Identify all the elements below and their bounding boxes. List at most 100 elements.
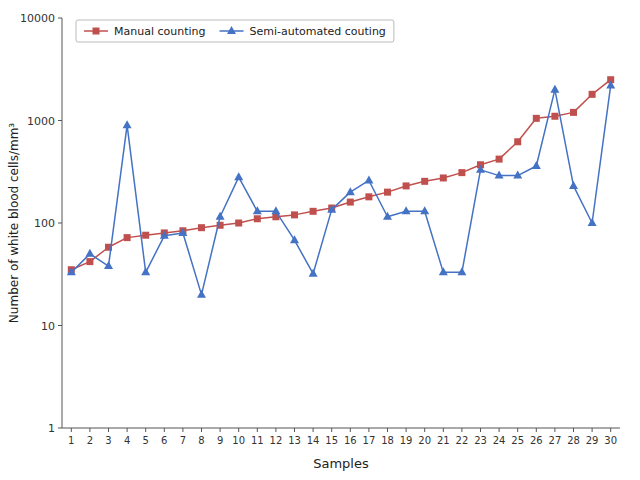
x-tick <box>517 428 518 432</box>
x-tick <box>164 428 165 432</box>
data-point <box>403 182 410 189</box>
x-tick-label: 1 <box>68 435 74 446</box>
x-tick-label: 26 <box>530 435 543 446</box>
x-tick <box>406 428 407 432</box>
data-point <box>495 171 504 179</box>
y-tick <box>58 325 62 326</box>
data-point <box>606 80 615 88</box>
x-tick <box>368 428 369 432</box>
x-tick <box>536 428 537 432</box>
data-point <box>551 113 558 120</box>
data-point <box>290 235 299 243</box>
data-point <box>123 120 132 128</box>
data-point <box>476 165 485 173</box>
data-point <box>271 206 280 214</box>
data-point <box>513 171 522 179</box>
x-tick-label: 9 <box>217 435 223 446</box>
data-point <box>402 206 411 214</box>
x-tick-label: 15 <box>325 435 338 446</box>
x-axis-label: Samples <box>313 456 369 471</box>
data-point <box>85 249 94 257</box>
plot-area <box>67 76 615 297</box>
data-point <box>440 174 447 181</box>
data-point <box>383 212 392 220</box>
legend-marker <box>93 28 100 35</box>
data-point <box>124 234 131 241</box>
series-line <box>71 80 610 270</box>
x-tick <box>108 428 109 432</box>
x-tick-label: 28 <box>567 435 580 446</box>
data-point <box>588 218 597 226</box>
data-point <box>235 220 242 227</box>
data-point <box>234 172 243 180</box>
x-tick-label: 30 <box>604 435 617 446</box>
y-tick-label: 10 <box>41 320 55 333</box>
data-point <box>216 212 225 220</box>
x-tick <box>461 428 462 432</box>
x-tick <box>89 428 90 432</box>
x-tick <box>220 428 221 432</box>
data-point <box>86 258 93 265</box>
x-tick-label: 25 <box>511 435 524 446</box>
x-tick-label: 12 <box>270 435 283 446</box>
data-point <box>457 267 466 275</box>
data-point <box>104 261 113 269</box>
x-tick <box>350 428 351 432</box>
x-tick <box>313 428 314 432</box>
legend-label: Semi-automated couting <box>250 25 386 38</box>
data-point <box>570 109 577 116</box>
x-tick-label: 2 <box>87 435 93 446</box>
y-axis-label: Number of white blood cells/mm³ <box>7 123 21 323</box>
data-point <box>458 169 465 176</box>
x-tick-label: 8 <box>198 435 204 446</box>
x-tick-label: 13 <box>288 435 301 446</box>
data-point <box>253 206 262 214</box>
x-tick-label: 21 <box>437 435 450 446</box>
data-point <box>160 231 169 239</box>
data-point <box>514 138 521 145</box>
x-tick <box>499 428 500 432</box>
legend: Manual counting Semi-automated couting <box>76 20 394 42</box>
data-point <box>384 189 391 196</box>
data-point <box>198 224 205 231</box>
data-point <box>439 267 448 275</box>
legend-box <box>76 20 394 42</box>
data-point <box>310 208 317 215</box>
data-point <box>532 161 541 169</box>
data-point <box>254 215 261 222</box>
x-tick-label: 24 <box>493 435 506 446</box>
data-point <box>569 181 578 189</box>
x-tick <box>443 428 444 432</box>
x-tick-label: 27 <box>549 435 562 446</box>
x-tick-label: 16 <box>344 435 357 446</box>
x-tick-label: 4 <box>124 435 130 446</box>
y-tick <box>58 428 62 429</box>
x-tick-label: 5 <box>143 435 149 446</box>
x-tick <box>424 428 425 432</box>
y-tick-label: 10000 <box>20 12 55 25</box>
data-point <box>589 91 596 98</box>
x-tick-label: 7 <box>180 435 186 446</box>
x-tick <box>610 428 611 432</box>
x-tick <box>480 428 481 432</box>
data-point <box>364 175 373 183</box>
x-tick-label: 19 <box>400 435 413 446</box>
y-tick <box>58 120 62 121</box>
data-point <box>533 115 540 122</box>
y-tick-label: 100 <box>34 217 55 230</box>
x-tick <box>554 428 555 432</box>
x-tick-label: 23 <box>474 435 487 446</box>
y-tick <box>58 18 62 19</box>
x-tick-label: 17 <box>363 435 376 446</box>
data-point <box>550 85 559 93</box>
y-tick-label: 1 <box>48 422 55 435</box>
data-point <box>327 205 336 213</box>
legend-label: Manual counting <box>114 25 206 38</box>
chart: 1101001000100001234567891011121314151617… <box>0 0 640 480</box>
x-tick-label: 22 <box>456 435 469 446</box>
x-tick-label: 29 <box>586 435 599 446</box>
x-tick <box>331 428 332 432</box>
x-tick <box>592 428 593 432</box>
x-tick-label: 20 <box>418 435 431 446</box>
series-line <box>71 85 610 294</box>
